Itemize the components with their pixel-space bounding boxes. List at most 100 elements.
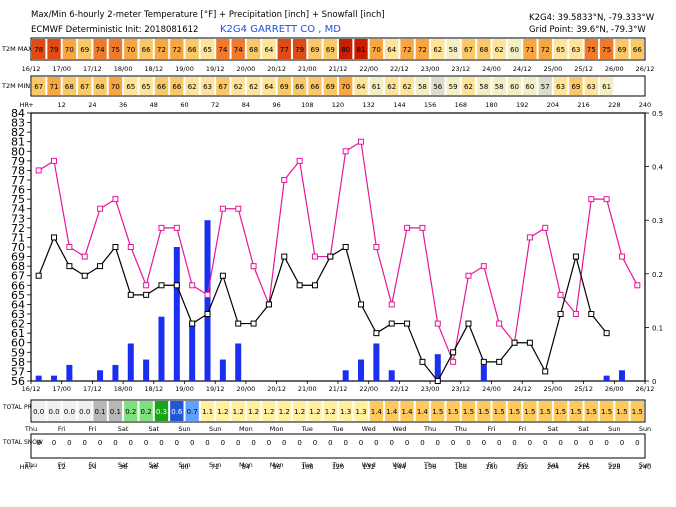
max-cell xyxy=(78,39,92,59)
y-tick-label: 62 xyxy=(11,318,25,331)
min-value: 63 xyxy=(556,83,565,91)
max-point xyxy=(542,224,549,231)
max-value: 71 xyxy=(525,46,534,54)
max-point xyxy=(434,320,441,327)
max-label: T2M MAX xyxy=(1,45,33,53)
snow-total-frame xyxy=(30,433,646,459)
precip-total-value: 1.2 xyxy=(263,408,274,416)
min-cell xyxy=(292,77,307,95)
max-value: 72 xyxy=(541,46,550,54)
bottom-hour-label: 216 xyxy=(577,463,589,471)
max-value: 72 xyxy=(157,46,166,54)
snow-total-value: 0 xyxy=(82,439,86,447)
y-tick-label: 66 xyxy=(11,279,25,292)
x-date-label: 18/12 xyxy=(144,385,163,393)
precip-total-value: 0.0 xyxy=(48,408,59,416)
bottom-hour-label: 180 xyxy=(485,463,497,471)
max-cell xyxy=(477,39,491,59)
precip-total-value: 0.7 xyxy=(187,408,198,416)
precip-total-cell xyxy=(47,401,61,421)
snow-total-value: 0 xyxy=(67,439,71,447)
min-value: 66 xyxy=(311,83,320,91)
strip-date-label: 16/12 xyxy=(22,65,41,73)
snow-day-label: Sat xyxy=(548,461,559,469)
max-point xyxy=(557,291,564,298)
snow-day-label: Sat xyxy=(578,461,589,469)
max-value: 81 xyxy=(357,46,366,54)
max-cell xyxy=(569,39,583,59)
precip-bar xyxy=(127,343,134,381)
bottom-hour-label: + xyxy=(28,463,33,471)
precip-total-cell xyxy=(78,401,92,421)
min-value: 58 xyxy=(479,83,488,91)
max-cell xyxy=(185,39,199,59)
top-hour-label: 180 xyxy=(485,101,497,109)
top-hour-label: 240 xyxy=(639,101,651,109)
precip-total-value: 1.2 xyxy=(294,408,305,416)
precip-bar xyxy=(204,220,211,381)
min-value: 62 xyxy=(387,83,396,91)
snow-day-label: Mon xyxy=(270,461,284,469)
x-date-label: 19/12 xyxy=(206,385,225,393)
top-hour-label: 84 xyxy=(242,101,250,109)
min-value: 60 xyxy=(525,83,534,91)
min-value: 58 xyxy=(418,83,427,91)
x-date-label: 18/00 xyxy=(114,385,133,393)
top-hour-label: 120 xyxy=(332,101,344,109)
min-point xyxy=(603,330,610,337)
snow-day-label: Tue xyxy=(301,461,313,469)
bottom-hour-label: 48 xyxy=(150,463,158,471)
min-value: 62 xyxy=(403,83,412,91)
min-value: 60 xyxy=(510,83,519,91)
min-value: 61 xyxy=(602,83,611,91)
max-value: 68 xyxy=(479,46,488,54)
precip-total-cell xyxy=(262,401,276,421)
min-cell xyxy=(108,77,123,95)
y-tick-label: 72 xyxy=(11,222,25,235)
bottom-hour-label: 84 xyxy=(242,463,250,471)
bottom-hour-label: 132 xyxy=(362,463,374,471)
precip-bar xyxy=(51,375,58,381)
precip-total-value: 0.0 xyxy=(79,408,90,416)
precip-total-value: 0.0 xyxy=(64,408,75,416)
strip-date-label: 26/00 xyxy=(605,65,624,73)
max-value: 66 xyxy=(188,46,197,54)
max-cell xyxy=(139,39,153,59)
day-label: Thu xyxy=(423,425,436,433)
min-point xyxy=(342,244,349,250)
snow-day-label: Sun xyxy=(178,461,190,469)
day-label: Thu xyxy=(454,425,467,433)
y-tick-label: 80 xyxy=(11,145,25,158)
precip-total-cell xyxy=(400,401,414,421)
min-point xyxy=(158,282,165,289)
day-label: Thu xyxy=(24,425,37,433)
max-point xyxy=(66,244,73,250)
day-label: Tue xyxy=(331,425,343,433)
min-point xyxy=(296,282,303,289)
precip-bar xyxy=(618,370,625,381)
precip-total-title: TOTAL PRECIP xyxy=(2,404,45,411)
precip-total-cell xyxy=(492,401,506,421)
precip-total-value: 1.5 xyxy=(632,408,643,416)
snow-day-label: Wed xyxy=(392,461,406,469)
y-tick-label: 58 xyxy=(11,356,25,369)
day-label: Fri xyxy=(488,425,496,433)
min-cell xyxy=(78,77,92,95)
snow-total-value: 0 xyxy=(221,439,225,447)
day-label: Sun xyxy=(209,425,221,433)
min-cell xyxy=(62,77,77,95)
precip-total-value: 1.5 xyxy=(616,408,627,416)
max-value: 75 xyxy=(587,46,596,54)
min-value: 69 xyxy=(326,83,335,91)
precip-total-cell xyxy=(385,401,399,421)
max-point xyxy=(296,157,303,164)
bottom-hour-label: 96 xyxy=(272,463,280,471)
min-value: 63 xyxy=(203,83,212,91)
max-cell xyxy=(292,39,307,59)
x-date-label: 16/12 xyxy=(22,385,41,393)
min-frame xyxy=(30,75,646,97)
precip-total-value: 0.1 xyxy=(95,408,106,416)
max-cell xyxy=(599,39,614,59)
precip-total-cell xyxy=(200,401,215,421)
snow-day-label: Sun xyxy=(639,461,651,469)
